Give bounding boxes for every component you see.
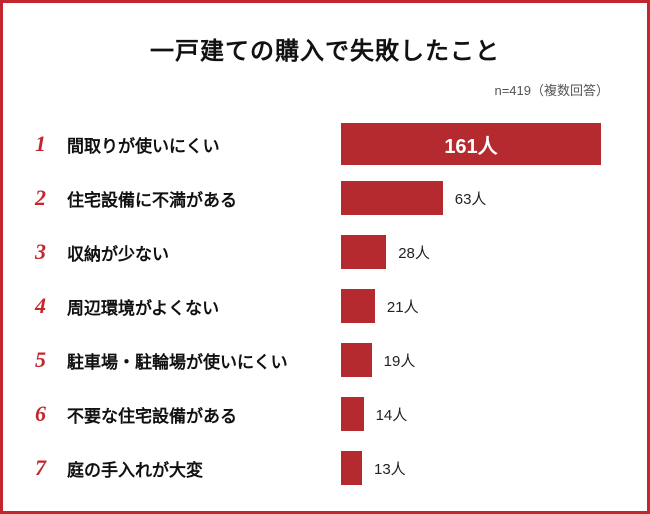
bar-value: 21人 (387, 296, 419, 317)
chart-row: 6不要な住宅設備がある 14人 (35, 387, 615, 441)
chart-frame: 一戸建ての購入で失敗したこと n=419（複数回答） 1間取りが使いにくい 161… (0, 0, 650, 514)
chart-row: 4周辺環境がよくない 21人 (35, 279, 615, 333)
chart-row: 2住宅設備に不満がある 63人 (35, 171, 615, 225)
chart-row: 5駐車場・駐輪場が使いにくい 19人 (35, 333, 615, 387)
rank-number: 3 (35, 239, 61, 265)
row-label: 住宅設備に不満がある (61, 186, 341, 211)
row-label: 収納が少ない (61, 240, 341, 265)
bar-value: 19人 (384, 350, 416, 371)
chart-row: 7庭の手入れが大変 13人 (35, 441, 615, 495)
rank-number: 2 (35, 185, 61, 211)
row-label: 周辺環境がよくない (61, 294, 341, 319)
bar-zone: 63人 (341, 181, 615, 215)
row-label: 駐車場・駐輪場が使いにくい (61, 348, 341, 373)
bar-value: 13人 (374, 458, 406, 479)
chart-rows: 1間取りが使いにくい 161人 2住宅設備に不満がある 63人 3収納が少ない 28人 4周… (35, 117, 615, 495)
bar: 161人 (341, 123, 601, 165)
bar-zone: 14人 (341, 397, 615, 431)
chart-row: 3収納が少ない 28人 (35, 225, 615, 279)
chart-row: 1間取りが使いにくい 161人 (35, 117, 615, 171)
bar-zone: 13人 (341, 451, 615, 485)
bar-value: 28人 (398, 242, 430, 263)
row-label: 間取りが使いにくい (61, 132, 341, 157)
rank-number: 1 (35, 131, 61, 157)
bar-value-inside: 161人 (444, 130, 497, 159)
bar (341, 397, 364, 431)
chart-title: 一戸建ての購入で失敗したこと (35, 31, 615, 66)
rank-number: 6 (35, 401, 61, 427)
bar (341, 343, 372, 377)
bar-zone: 19人 (341, 343, 615, 377)
rank-number: 4 (35, 293, 61, 319)
row-label: 庭の手入れが大変 (61, 456, 341, 481)
bar (341, 289, 375, 323)
bar (341, 451, 362, 485)
bar-zone: 21人 (341, 289, 615, 323)
row-label: 不要な住宅設備がある (61, 402, 341, 427)
bar-zone: 161人 (341, 123, 615, 165)
rank-number: 5 (35, 347, 61, 373)
bar-value: 14人 (376, 404, 408, 425)
rank-number: 7 (35, 455, 61, 481)
bar-value: 63人 (455, 188, 487, 209)
bar (341, 235, 386, 269)
bar-zone: 28人 (341, 235, 615, 269)
chart-subtitle: n=419（複数回答） (35, 80, 615, 99)
bar (341, 181, 443, 215)
